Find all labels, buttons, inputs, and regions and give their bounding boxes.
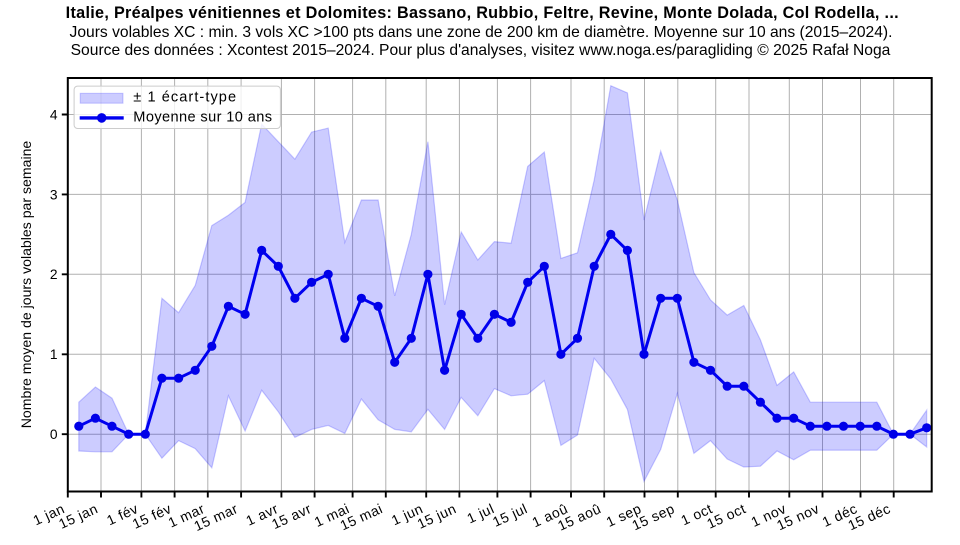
svg-text:4: 4 (50, 107, 58, 122)
svg-text:Jours volables XC : min. 3 vol: Jours volables XC : min. 3 vols XC >100 … (70, 24, 893, 41)
svg-text:Moyenne sur 10 ans: Moyenne sur 10 ans (133, 109, 272, 125)
svg-text:0: 0 (50, 427, 58, 442)
svg-text:Nombre moyen de jours volables: Nombre moyen de jours volables par semai… (18, 141, 34, 429)
svg-text:Source des données : Xcontest: Source des données : Xcontest 2015–2024.… (71, 42, 891, 59)
svg-text:2: 2 (50, 267, 58, 282)
svg-text:1: 1 (50, 347, 58, 362)
svg-text:± 1 écart-type: ± 1 écart-type (133, 89, 237, 105)
svg-text:Italie, Préalpes vénitiennes e: Italie, Préalpes vénitiennes et Dolomite… (66, 4, 899, 22)
svg-text:3: 3 (50, 187, 58, 202)
